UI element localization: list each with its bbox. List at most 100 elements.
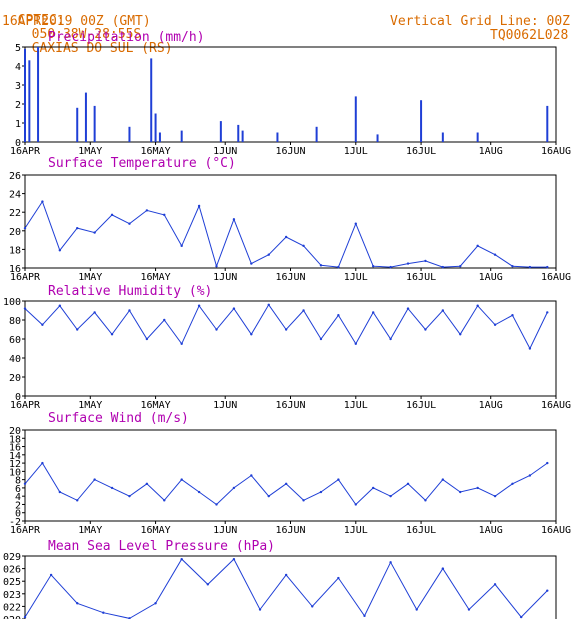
temp-point	[389, 265, 392, 269]
temp-frame	[24, 174, 557, 269]
rh-frame	[24, 300, 557, 397]
temp-ytick-label: 20	[9, 227, 21, 238]
temp-xtick-label: 16MAY	[141, 272, 171, 283]
temp-point	[319, 264, 323, 267]
wind-point	[493, 494, 497, 498]
precip-bar	[476, 132, 479, 142]
mslp-point	[389, 561, 392, 564]
date-label: 16APR2019 00Z (GMT)	[2, 14, 151, 29]
wind-point	[250, 474, 253, 477]
mslp-point	[519, 615, 523, 619]
wind-point	[23, 482, 27, 485]
precip-bar	[180, 130, 183, 142]
temp-point	[284, 235, 288, 239]
temp-point	[476, 244, 479, 248]
precip-xtick-label: 1MAY	[78, 146, 102, 157]
precip-bar	[219, 121, 222, 142]
rh-point	[23, 307, 27, 310]
rh-point	[128, 309, 131, 312]
wind-point	[145, 482, 149, 485]
wind-ytick-label: 8	[15, 476, 21, 487]
temp-ytick-label: 24	[9, 190, 21, 201]
rh-point	[145, 337, 149, 341]
rh-point	[284, 328, 288, 331]
temp-point	[441, 265, 445, 269]
rh-point	[250, 333, 253, 336]
wind-xtick-label: 16MAY	[141, 525, 171, 536]
mslp-point	[546, 589, 549, 592]
temp-xtick-label: 16APR	[10, 272, 41, 283]
precip-frame	[24, 46, 557, 143]
precip-bar	[76, 107, 79, 142]
rh-point	[180, 342, 183, 345]
precip-title: Precipitation (mm/h)	[48, 30, 205, 45]
wind-point	[284, 482, 288, 485]
temp-point	[76, 226, 79, 230]
wind-ytick-label: 20	[9, 426, 21, 437]
mslp-point	[284, 573, 288, 577]
temp-ytick-label: 16	[9, 264, 21, 275]
rh-point	[354, 342, 357, 345]
mslp-title: Mean Sea Level Pressure (hPa)	[48, 539, 275, 554]
mslp-frame	[24, 555, 557, 619]
temp-point	[197, 204, 201, 208]
wind-xtick-label: 16AUG	[541, 525, 571, 536]
wind-ytick-label: 12	[9, 459, 21, 470]
wind-ytick-label: 18	[9, 434, 21, 445]
mslp-point	[337, 576, 340, 580]
wind-point	[232, 486, 236, 490]
rh-point	[546, 311, 549, 314]
precip-ytick-label: 5	[15, 43, 21, 54]
rh-point	[493, 323, 497, 326]
precip-xtick-label: 16JUL	[406, 146, 436, 157]
mslp-point	[232, 557, 236, 561]
mslp-ytick-label: 023	[3, 590, 21, 601]
wind-point	[337, 478, 340, 481]
wind-point	[197, 490, 201, 494]
temp-point	[546, 265, 549, 269]
temp-point	[58, 249, 62, 252]
rh-xtick-label: 1MAY	[78, 400, 102, 411]
temp-point	[93, 231, 96, 234]
rh-point	[215, 328, 218, 331]
temp-line	[24, 200, 548, 268]
temp-ytick-label: 18	[9, 245, 21, 256]
temp-xtick-label: 16JUL	[406, 272, 436, 283]
rh-xtick-label: 1JUN	[213, 400, 237, 411]
temp-point	[354, 222, 357, 225]
rh-point	[441, 309, 445, 312]
wind-point	[406, 482, 410, 485]
precip-bar	[315, 126, 318, 142]
wind-ytick-label: -2	[9, 517, 21, 528]
wind-title: Surface Wind (m/s)	[48, 411, 189, 426]
wind-point	[319, 490, 323, 494]
wind-point	[546, 461, 549, 465]
wind-point	[128, 494, 131, 498]
rh-xtick-label: 1AUG	[479, 400, 503, 411]
precip-xtick-label: 16JUN	[275, 146, 305, 157]
precip-bar	[28, 60, 31, 142]
rh-point	[528, 347, 532, 350]
rh-point	[232, 307, 236, 310]
precip-ytick-label: 3	[15, 81, 21, 92]
mslp-point	[23, 615, 27, 619]
temp-ytick-label: 22	[9, 208, 21, 219]
wind-point	[180, 478, 183, 481]
temp-point	[110, 213, 114, 217]
wind-xtick-label: 1MAY	[78, 525, 102, 536]
temp-point	[41, 200, 44, 203]
temp-xtick-label: 16JUN	[275, 272, 305, 283]
wind-point	[528, 474, 532, 477]
temp-point	[232, 218, 236, 221]
rh-point	[267, 303, 270, 306]
mslp-ytick-label: 022	[3, 602, 21, 613]
rh-xtick-label: 16AUG	[541, 400, 571, 411]
temp-point	[145, 209, 149, 212]
precip-bar	[276, 132, 279, 142]
rh-point	[302, 309, 305, 312]
precip-xtick-label: 16APR	[10, 146, 41, 157]
mslp-ytick-label: 029	[3, 552, 21, 563]
wind-xtick-label: 1JUN	[213, 525, 237, 536]
precip-bar	[354, 96, 357, 142]
rh-xtick-label: 16APR	[10, 400, 41, 411]
